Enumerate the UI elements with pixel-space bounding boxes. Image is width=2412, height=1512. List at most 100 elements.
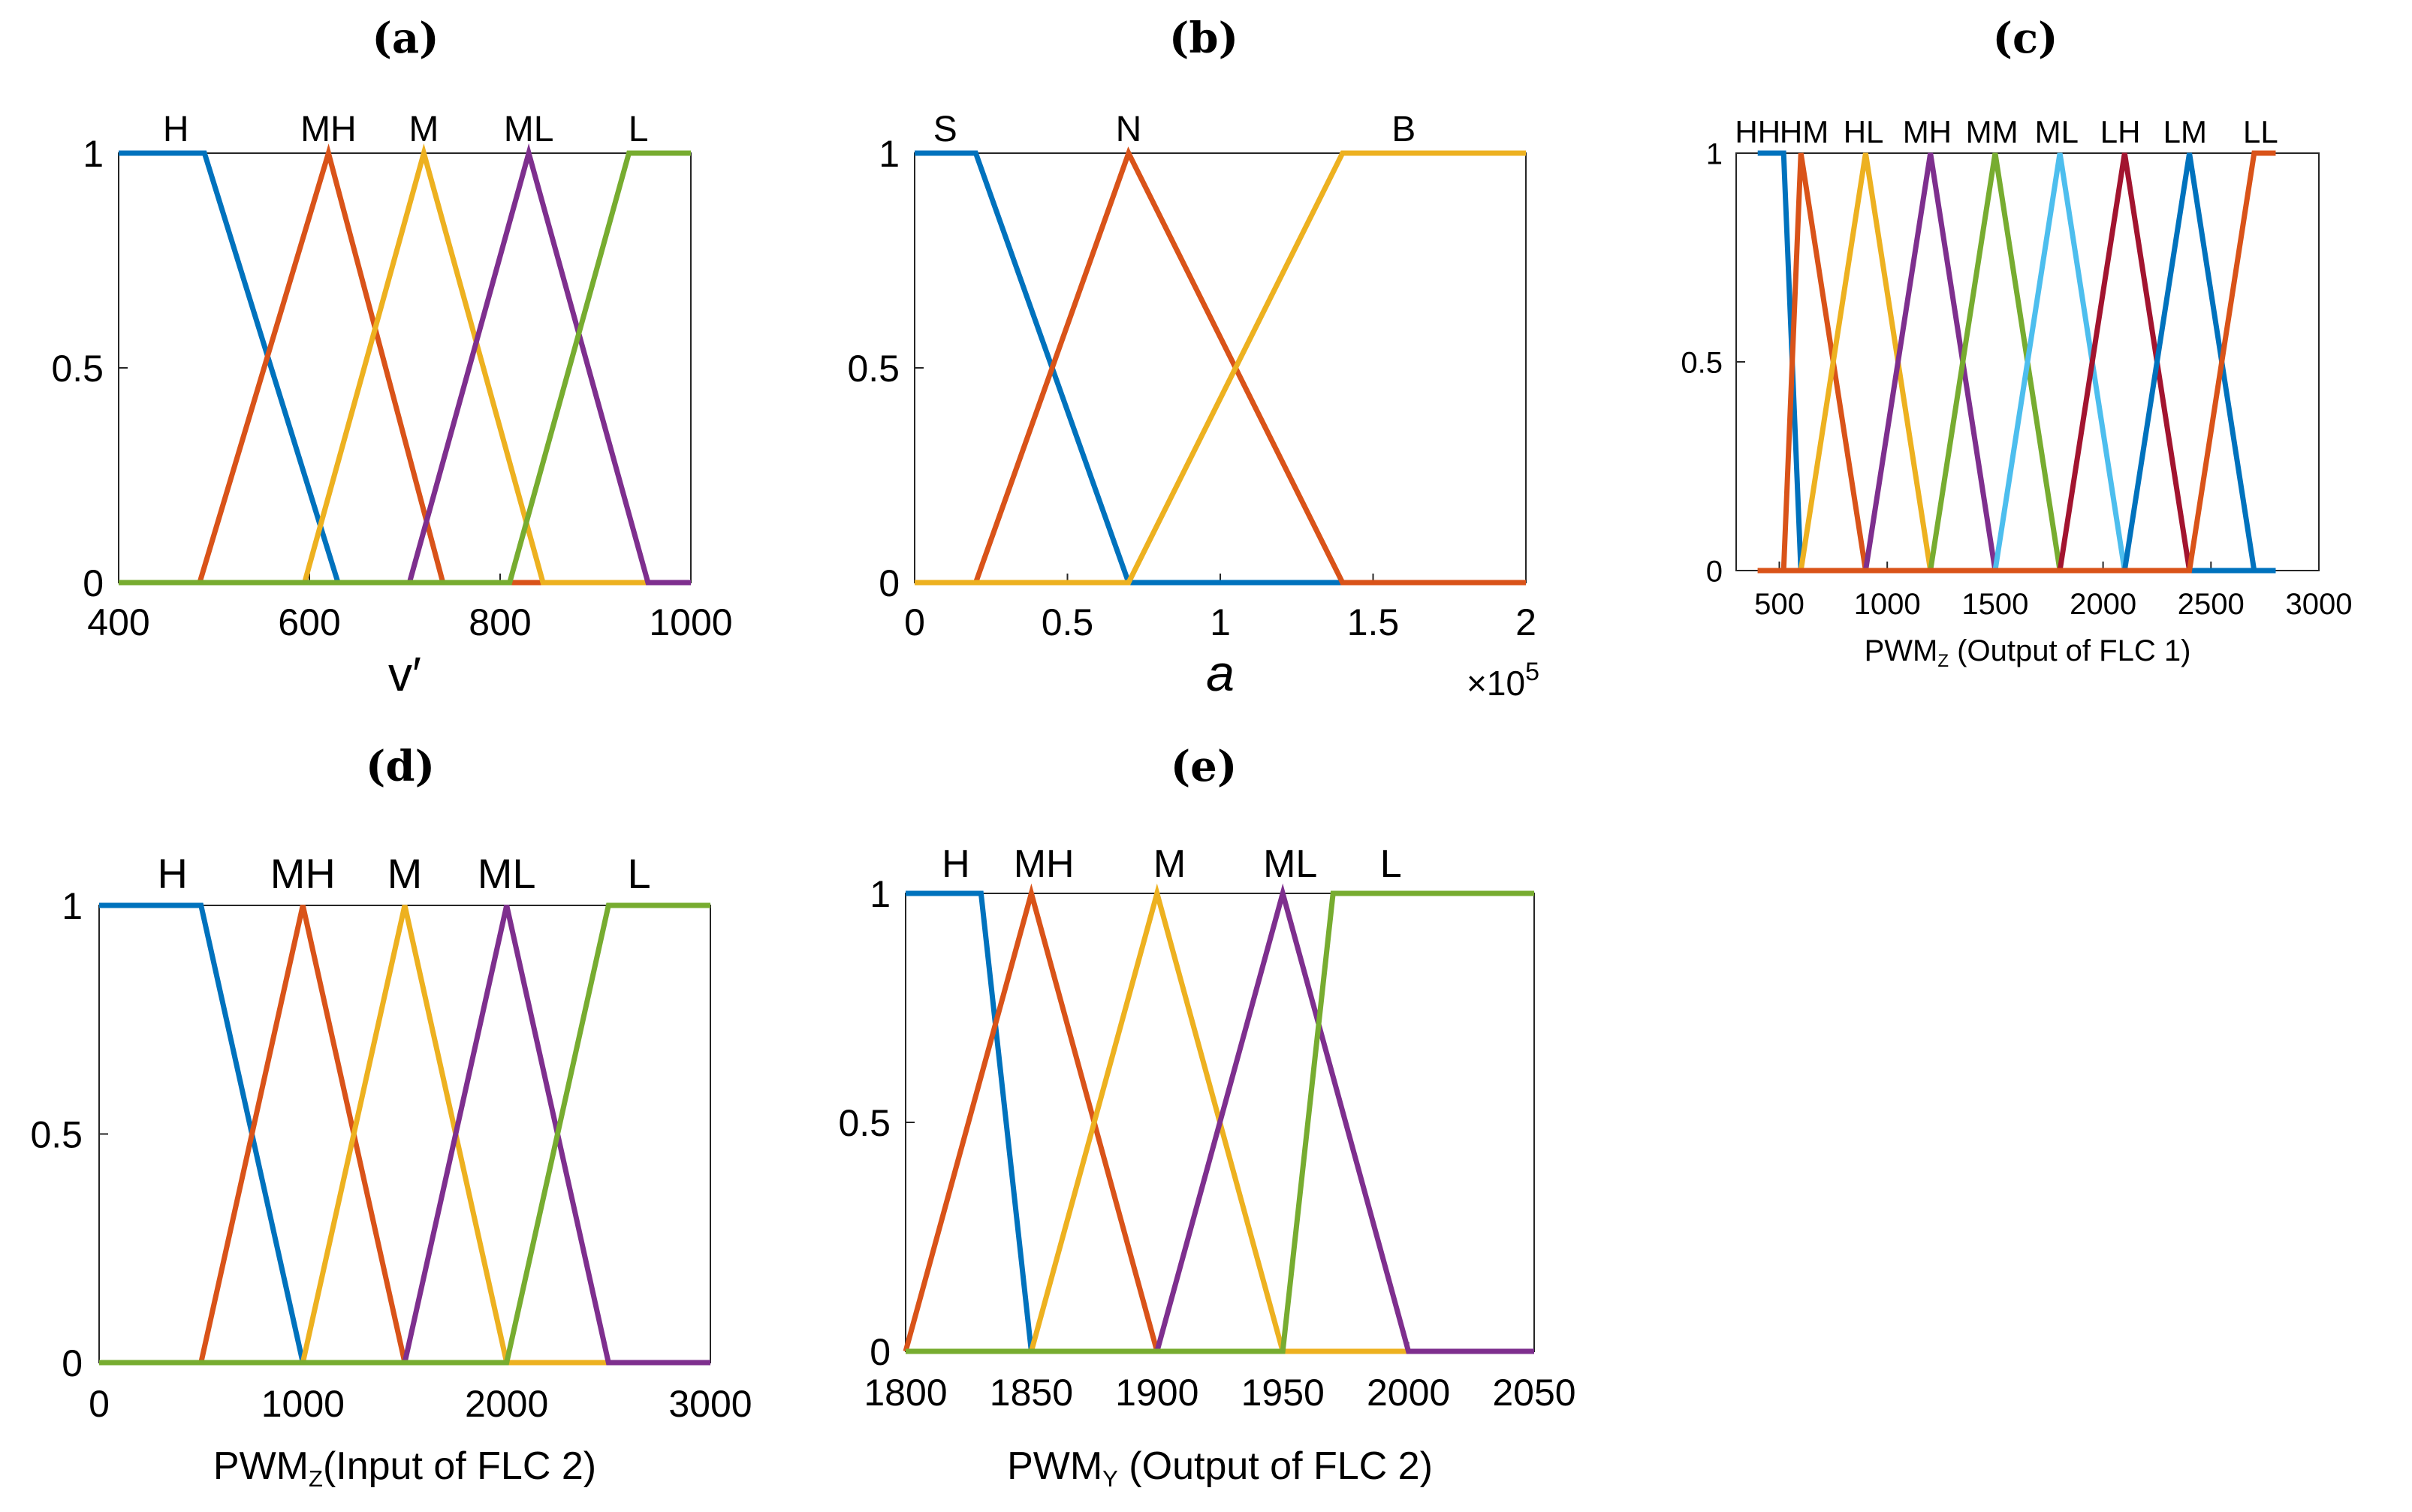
x-tick-label: 2000 bbox=[2070, 588, 2136, 621]
y-tick-label: 0 bbox=[62, 1342, 83, 1384]
panel-a: (a) 400 600 800 1000 0 0.5 1 H MH M ML Lv′ bbox=[51, 14, 732, 701]
mf-label: HH bbox=[1735, 114, 1780, 149]
y-tick-label: 0 bbox=[83, 562, 104, 604]
series-line-mh bbox=[99, 905, 710, 1366]
mf-label: ML bbox=[2035, 114, 2079, 149]
y-tick-label: 1 bbox=[62, 885, 83, 927]
mf-label: B bbox=[1391, 110, 1416, 149]
mf-label: L bbox=[1380, 842, 1402, 886]
x-tick-label: 800 bbox=[469, 601, 531, 643]
x-tick-label: 2 bbox=[1515, 601, 1536, 643]
x-tick-label: 2050 bbox=[1492, 1372, 1575, 1414]
x-tick-label: 0 bbox=[89, 1383, 110, 1425]
mf-label: N bbox=[1116, 110, 1142, 149]
x-tick-label: 1000 bbox=[261, 1383, 345, 1425]
mf-label: LH bbox=[2100, 114, 2141, 149]
series-line-ml bbox=[99, 905, 710, 1366]
mf-label: ML bbox=[478, 850, 536, 897]
x-tick-label: 500 bbox=[1754, 588, 1804, 621]
y-tick-label: 0.5 bbox=[1681, 346, 1723, 379]
x-tick-label: 1800 bbox=[864, 1372, 947, 1414]
axes-box bbox=[914, 152, 1527, 583]
mf-label: MH bbox=[1903, 114, 1952, 149]
y-tick-label: 1 bbox=[83, 133, 104, 175]
panel-letter: (a) bbox=[372, 14, 439, 63]
x-axis-label: PWMZ(Input of FLC 2) bbox=[213, 1444, 596, 1492]
x-tick-label: 1000 bbox=[649, 601, 732, 643]
mf-label: MH bbox=[300, 110, 357, 149]
mf-label: MH bbox=[270, 850, 336, 897]
mf-label: HL bbox=[1844, 114, 1884, 149]
panel-letter: (b) bbox=[1169, 14, 1238, 63]
x-tick-label: 2000 bbox=[1367, 1372, 1450, 1414]
x-tick-label: 0.5 bbox=[1042, 601, 1094, 643]
x-axis-exponent: ×105 bbox=[1467, 658, 1539, 703]
panel-e: (e) 1800 1850 1900 1950 2000 2050 0 0.5 1 H MH M ML L P… bbox=[838, 742, 1575, 1492]
mf-label: H bbox=[163, 110, 189, 149]
x-axis-label: PWMY (Output of FLC 2) bbox=[1007, 1444, 1433, 1492]
series-line-l bbox=[99, 902, 710, 1366]
series-line-ll bbox=[1757, 150, 2276, 574]
mf-label: ML bbox=[1263, 842, 1317, 886]
axes-box bbox=[98, 905, 711, 1363]
series-line-b bbox=[915, 150, 1526, 586]
mf-label: HM bbox=[1780, 114, 1829, 149]
mf-label: ML bbox=[504, 110, 554, 149]
y-tick-label: 1 bbox=[870, 873, 891, 915]
series-line-n bbox=[915, 146, 1526, 586]
mf-label: M bbox=[387, 850, 423, 897]
x-axis-label: PWMZ (Output of FLC 1) bbox=[1865, 634, 2191, 671]
mf-label: LM bbox=[2163, 114, 2207, 149]
panel-letter: (d) bbox=[366, 742, 435, 791]
mf-label: LL bbox=[2243, 114, 2278, 149]
series-line-ml bbox=[906, 883, 1534, 1354]
mf-label: M bbox=[409, 110, 439, 149]
mf-label: S bbox=[933, 110, 957, 149]
panel-letter: (e) bbox=[1171, 742, 1238, 791]
series-line-hl bbox=[1798, 152, 1934, 571]
mf-label: L bbox=[627, 850, 650, 897]
x-tick-label: 2500 bbox=[2178, 588, 2245, 621]
series-line-lm bbox=[2121, 152, 2257, 571]
mf-label: M bbox=[1153, 842, 1186, 886]
y-tick-label: 1 bbox=[1706, 137, 1723, 170]
panel-letter: (c) bbox=[1992, 14, 2058, 63]
mf-label: MM bbox=[1966, 114, 2019, 149]
mf-label: H bbox=[942, 842, 970, 886]
series-line-m bbox=[119, 143, 691, 586]
x-tick-label: 3000 bbox=[668, 1383, 752, 1425]
x-tick-label: 1 bbox=[1210, 601, 1231, 643]
mf-label: L bbox=[629, 110, 649, 149]
series-line-lh bbox=[2057, 152, 2193, 571]
x-axis-label: v′ bbox=[388, 647, 421, 701]
mf-label: MH bbox=[1014, 842, 1075, 886]
series-line-mm bbox=[1928, 152, 2063, 571]
x-tick-label: 400 bbox=[87, 601, 149, 643]
mf-label: H bbox=[157, 850, 187, 897]
series-line-h bbox=[99, 902, 710, 1366]
panel-d: (d) 0 1000 2000 3000 0 0.5 1 H MH M ML L PWMZ(Input o… bbox=[30, 742, 752, 1492]
x-tick-label: 1900 bbox=[1115, 1372, 1198, 1414]
series-line-l bbox=[119, 150, 691, 586]
x-tick-label: 1.5 bbox=[1347, 601, 1400, 643]
series-line-s bbox=[915, 150, 1526, 586]
x-tick-label: 3000 bbox=[2286, 588, 2353, 621]
series-line-ml bbox=[1992, 152, 2127, 571]
x-axis-label: a bbox=[1206, 645, 1235, 702]
y-tick-label: 0.5 bbox=[838, 1102, 891, 1144]
y-tick-label: 0.5 bbox=[847, 348, 900, 390]
y-tick-label: 1 bbox=[879, 133, 900, 175]
x-tick-label: 1500 bbox=[1961, 588, 2028, 621]
x-tick-label: 0 bbox=[904, 601, 925, 643]
series-line-l bbox=[906, 890, 1534, 1354]
y-tick-label: 0 bbox=[879, 562, 900, 604]
y-tick-label: 0 bbox=[870, 1331, 891, 1373]
panel-b: (b)0 0.5 1 1.5 200.51S N Ba ×105 bbox=[847, 14, 1539, 703]
series-line-m bbox=[99, 905, 710, 1366]
x-tick-label: 1950 bbox=[1241, 1372, 1325, 1414]
x-tick-label: 2000 bbox=[465, 1383, 548, 1425]
y-tick-label: 0.5 bbox=[30, 1114, 83, 1156]
y-tick-label: 0 bbox=[1706, 555, 1723, 588]
